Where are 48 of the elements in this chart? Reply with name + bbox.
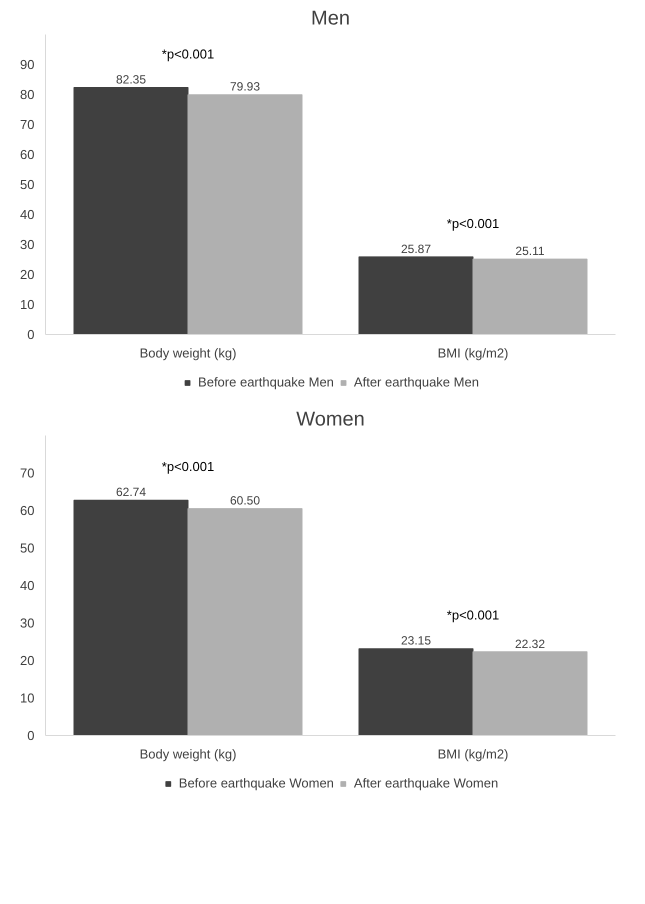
y-tick-label: 40	[20, 207, 35, 222]
y-tick-label: 60	[20, 147, 35, 162]
annotation: *p<0.001	[162, 459, 214, 474]
bar	[472, 258, 588, 334]
data-label: 82.35	[116, 72, 146, 86]
y-tick-label: 30	[20, 237, 35, 252]
y-tick-label: 0	[27, 728, 35, 743]
y-tick-label: 10	[20, 690, 35, 706]
y-tick-label: 60	[20, 503, 35, 518]
bar	[188, 94, 302, 334]
x-tick-label: BMI (kg/m2)	[438, 346, 508, 360]
data-label: 60.50	[230, 494, 260, 508]
y-tick-label: 90	[20, 57, 35, 72]
bar	[472, 651, 588, 736]
bar	[358, 256, 474, 334]
chart-title: Women	[296, 408, 365, 430]
data-label: 25.87	[400, 242, 432, 256]
annotation: *p<0.001	[162, 46, 214, 62]
x-tick-label: BMI (kg/m2)	[438, 746, 508, 762]
bar	[74, 86, 188, 334]
data-label: 79.93	[230, 80, 260, 94]
y-tick-label: 20	[20, 267, 35, 282]
y-tick-label: 40	[20, 578, 35, 593]
data-label: 23.15	[400, 634, 432, 648]
y-tick-label: 50	[20, 177, 35, 192]
x-tick-label: Body weight (kg)	[140, 346, 236, 360]
y-tick-label: 70	[20, 466, 35, 480]
data-label: 62.74	[116, 485, 146, 500]
y-tick-label: 10	[20, 297, 35, 312]
y-tick-label: 50	[20, 540, 35, 556]
y-tick-label: 30	[20, 616, 35, 630]
y-tick-label: 0	[27, 327, 35, 342]
legend-label: After earthquake Women	[354, 776, 498, 790]
x-tick-label: Body weight (kg)	[140, 746, 236, 762]
y-tick-label: 20	[20, 653, 35, 668]
bar	[358, 648, 474, 736]
annotation: *p<0.001	[446, 608, 500, 623]
annotation: *p<0.001	[446, 216, 500, 231]
chart-title: Men	[311, 8, 350, 30]
legend-label: After earthquake Men	[354, 374, 479, 390]
data-label: 25.11	[515, 244, 545, 258]
bar	[188, 508, 302, 736]
legend-label: Before earthquake Women	[178, 776, 334, 790]
y-tick-label: 80	[20, 87, 35, 102]
legend-label: Before earthquake Men	[198, 374, 334, 390]
bar	[74, 500, 188, 736]
y-tick-label: 70	[20, 117, 35, 132]
data-label: 22.32	[514, 636, 546, 651]
